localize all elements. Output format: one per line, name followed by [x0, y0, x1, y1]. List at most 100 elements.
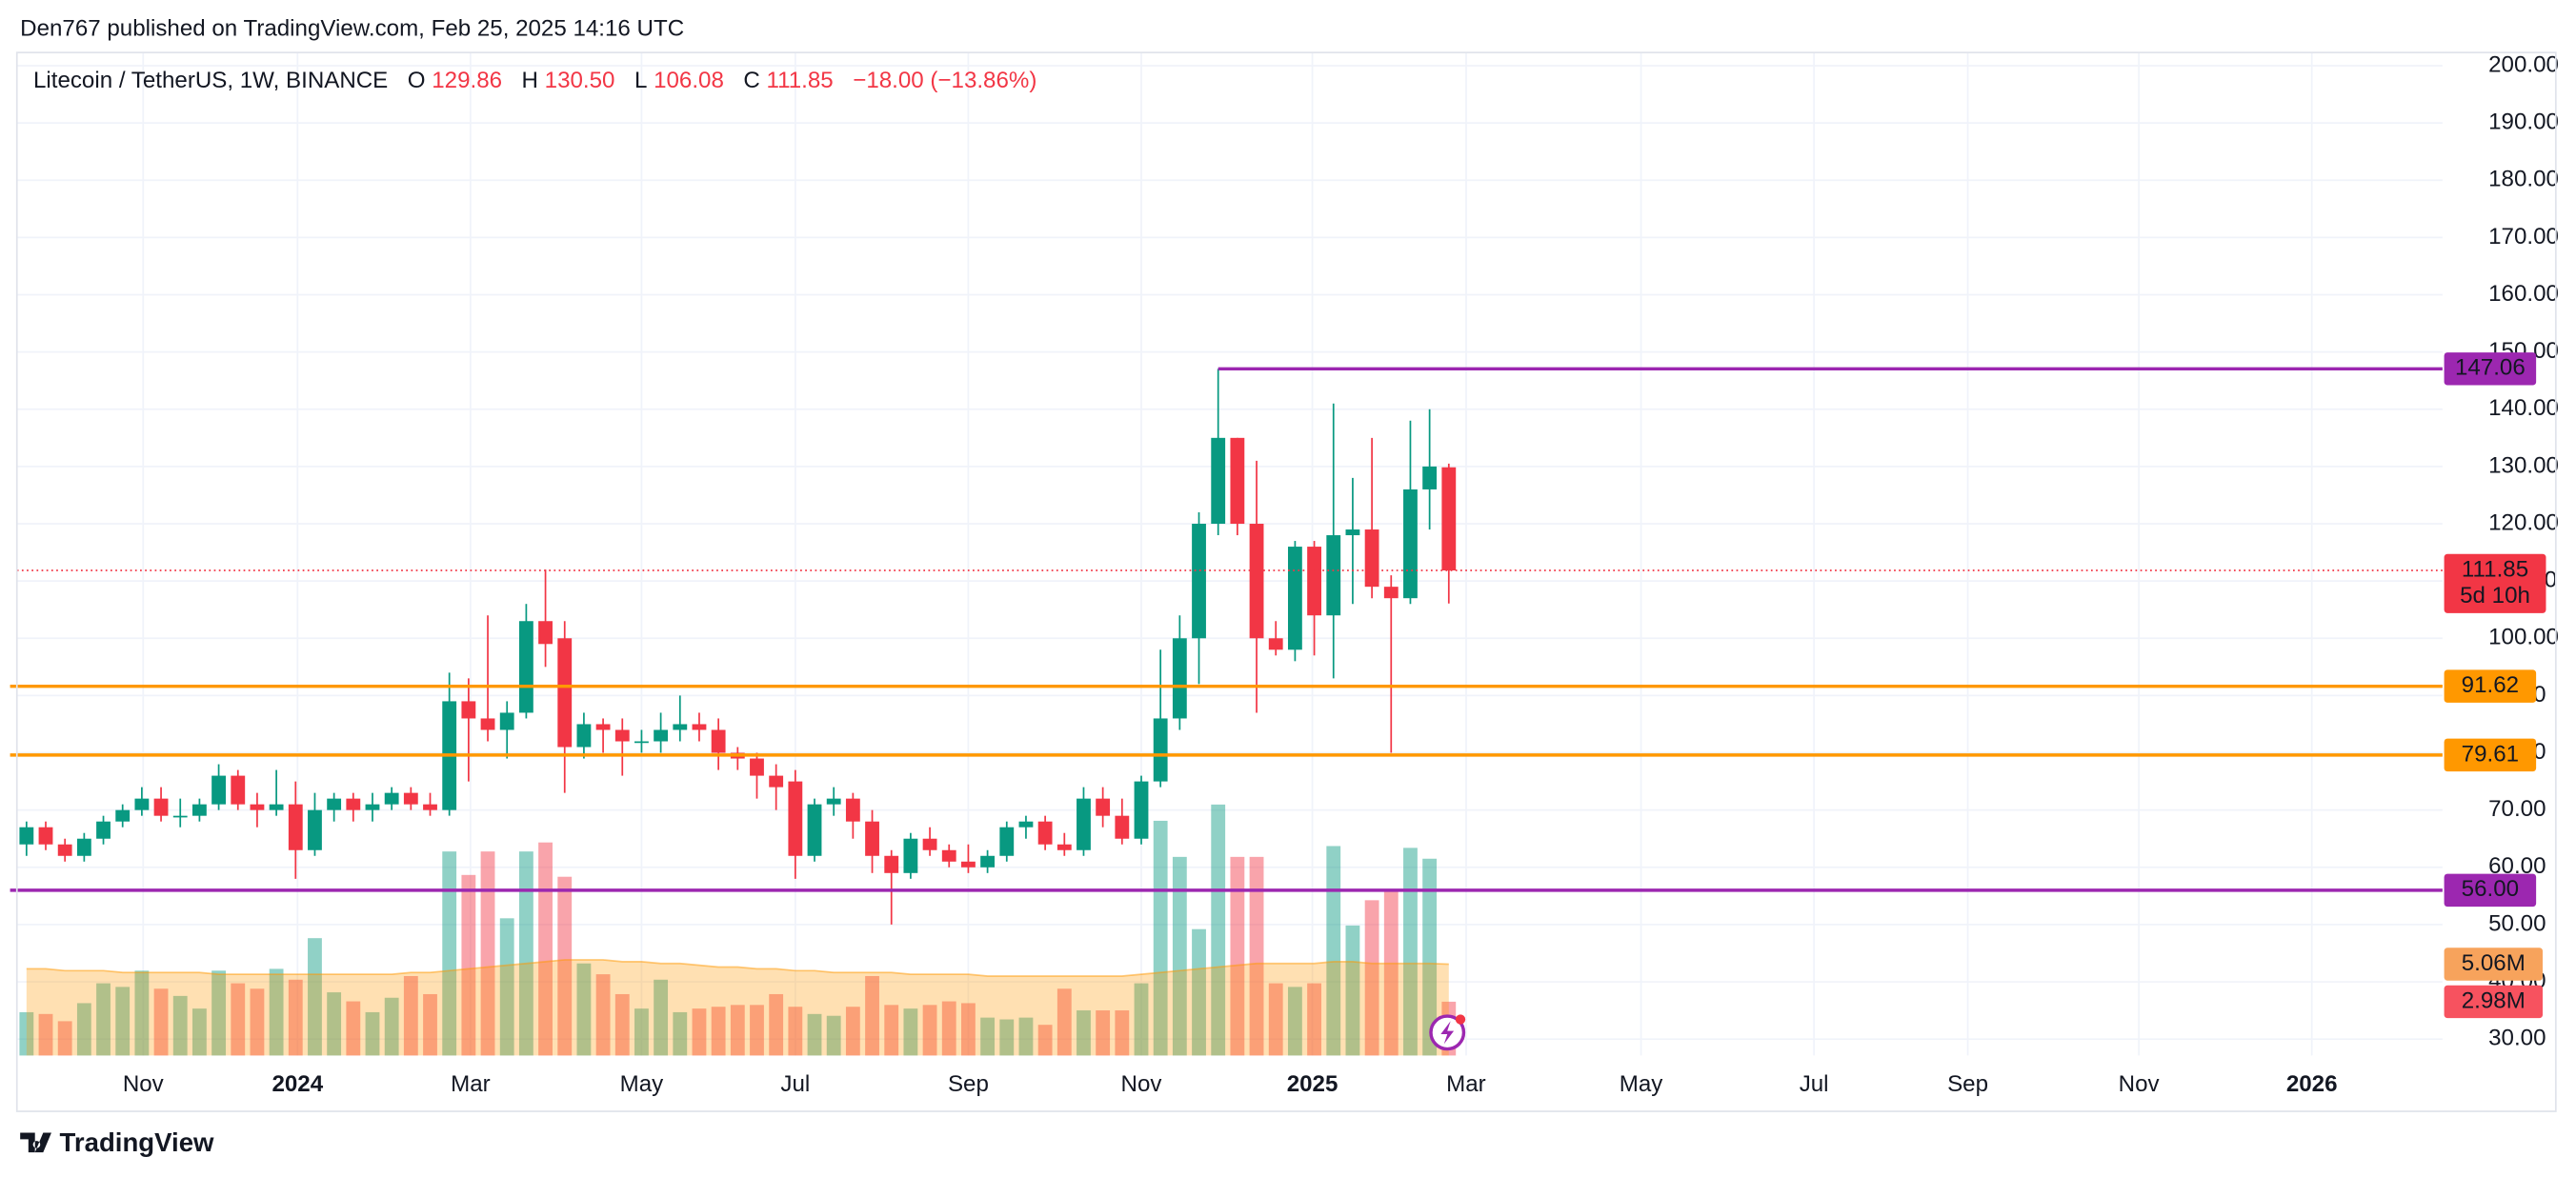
y-tick-label: 30.00	[2488, 1026, 2546, 1051]
volume-bar	[999, 1019, 1015, 1056]
volume-bar	[134, 970, 150, 1056]
candle-body	[807, 804, 822, 856]
candle-body	[711, 729, 726, 753]
candle-body	[384, 792, 399, 805]
x-tick-label: Mar	[1446, 1071, 1486, 1097]
candle-body	[480, 718, 495, 730]
symbol: Litecoin / TetherUS, 1W, BINANCE	[33, 69, 388, 94]
x-tick-label: Nov	[1121, 1071, 1162, 1097]
x-tick-label: Jul	[780, 1071, 810, 1097]
volume-bar	[595, 974, 611, 1056]
x-tick-label: 2024	[272, 1071, 323, 1097]
candle-body	[327, 798, 342, 810]
event-icon	[1429, 1014, 1466, 1051]
candle-body	[153, 798, 169, 816]
legend-value: 106.08	[654, 69, 724, 94]
candle-body	[57, 844, 72, 856]
volume-bar	[1192, 928, 1206, 1056]
legend-key: H	[522, 69, 538, 94]
candle-body	[1307, 547, 1321, 616]
candle-body	[1211, 437, 1226, 525]
volume-bar	[19, 1011, 34, 1056]
volume-bar	[38, 1013, 53, 1056]
candle-body	[191, 804, 207, 816]
volume-bar	[1403, 848, 1418, 1056]
y-tick-label: 120.00	[2488, 509, 2559, 535]
volume-bar	[403, 976, 418, 1056]
candle-body	[365, 804, 380, 810]
candle-body	[692, 724, 707, 730]
price-badge	[2444, 352, 2537, 386]
y-tick-label: 140.00	[2488, 395, 2559, 421]
x-tick-label: Sep	[948, 1071, 989, 1097]
x-tick-label: Nov	[123, 1071, 164, 1097]
y-tick-label: 130.00	[2488, 452, 2559, 478]
volume-bar	[634, 1008, 649, 1056]
volume-bar	[461, 874, 476, 1056]
candle-body	[499, 712, 514, 730]
volume-bar	[826, 1015, 841, 1056]
candle-body	[403, 792, 418, 805]
candle-body	[922, 838, 937, 850]
volume-bar	[673, 1011, 688, 1056]
legend-value: 129.86	[432, 69, 502, 94]
candle-body	[1383, 587, 1399, 599]
candle-body	[211, 775, 226, 805]
candle-body	[673, 724, 688, 730]
price-badge-label: 56.00	[2462, 876, 2519, 902]
volume-bar	[231, 983, 246, 1056]
volume-bar	[480, 851, 495, 1056]
volume-ma-badge	[2444, 948, 2544, 981]
candle-body	[1287, 547, 1302, 650]
y-tick-label: 200.00	[2488, 51, 2559, 77]
volume-bar	[1018, 1017, 1034, 1056]
grid	[16, 52, 2443, 1056]
x-tick-label: May	[620, 1071, 665, 1097]
volume-bar	[423, 993, 437, 1056]
volume-bar	[788, 1007, 803, 1056]
candle-body	[1172, 638, 1187, 719]
volume-ma-area	[26, 959, 1449, 1056]
legend: Litecoin / TetherUS, 1W, BINANCE O 129.8…	[33, 69, 1036, 94]
candle-body	[1192, 524, 1206, 639]
candle-body	[250, 804, 265, 810]
candle-body	[557, 638, 573, 748]
x-tick-label: May	[1620, 1071, 1664, 1097]
x-tick-label: Nov	[2119, 1071, 2160, 1097]
volume-bar	[1153, 820, 1168, 1056]
volume-bar	[191, 1008, 207, 1056]
candle-body	[865, 821, 879, 856]
y-tick-label: 180.00	[2488, 167, 2559, 192]
candle-body	[288, 804, 303, 850]
x-tick-label: 2026	[2286, 1071, 2338, 1097]
candle-body	[884, 855, 899, 873]
volume-bar	[1211, 804, 1226, 1056]
candle-body	[750, 758, 764, 776]
candle-body	[961, 861, 976, 868]
volume-bar	[115, 987, 131, 1056]
volume-bar	[961, 1003, 976, 1056]
candle-body	[1364, 529, 1379, 588]
candle-body	[826, 798, 841, 805]
volume-bar	[346, 1001, 361, 1056]
volume-bar	[172, 995, 188, 1056]
candle-body	[576, 724, 592, 748]
volume-bar	[1287, 987, 1302, 1056]
candle-body	[1018, 821, 1034, 828]
volume-bar	[76, 1003, 91, 1056]
candle-body	[845, 798, 860, 822]
legend-value: 130.50	[545, 69, 615, 94]
candle-body	[96, 821, 111, 839]
candle-body	[1230, 437, 1245, 525]
legend-key: C	[743, 69, 759, 94]
x-tick-label: Jul	[1800, 1071, 1829, 1097]
volume-bar	[1364, 900, 1379, 1056]
volume-bar	[1307, 983, 1321, 1056]
candle-body	[1096, 798, 1111, 816]
volume-bar	[1268, 983, 1283, 1056]
y-tick-label: 190.00	[2488, 109, 2559, 134]
volume-bar	[153, 988, 169, 1056]
volume-bar	[365, 1011, 380, 1056]
volume-bar	[845, 1007, 860, 1056]
volume-bar	[557, 876, 573, 1056]
